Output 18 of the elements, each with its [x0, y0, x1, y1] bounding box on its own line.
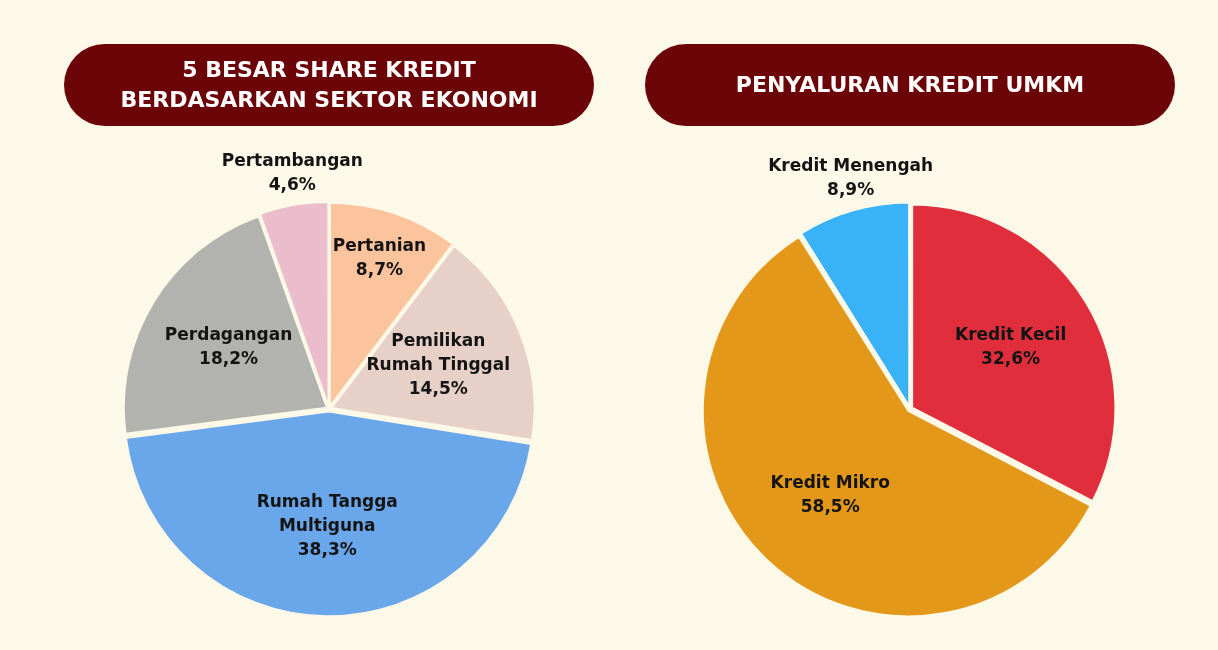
- data-label: 8,7%: [355, 259, 404, 280]
- chart-title: 5 BESAR SHARE KREDIT BERDASARKAN SEKTOR EKONOMI: [64, 44, 594, 126]
- data-label: 18,2%: [199, 347, 259, 368]
- slice-label: Pemilikan Rumah Tinggal: [366, 329, 511, 374]
- slice-label: Kredit Menengah: [768, 154, 934, 175]
- slice-label: Rumah Tangga Multiguna: [256, 491, 398, 536]
- data-label: 32,6%: [981, 348, 1041, 369]
- slice-label: Pertambangan: [221, 149, 363, 170]
- slice-label: Kredit Kecil: [954, 324, 1067, 345]
- slice-label: Perdagangan: [164, 323, 293, 344]
- data-label: 4,6%: [268, 173, 316, 194]
- data-label: 38,3%: [297, 539, 357, 560]
- chart-title: PENYALURAN KREDIT UMKM: [645, 44, 1175, 126]
- data-label: 58,5%: [800, 496, 860, 517]
- data-label: 14,5%: [408, 377, 468, 398]
- slice-label: Pertanian: [332, 235, 427, 256]
- data-label: 8,9%: [827, 178, 875, 199]
- slice-label: Kredit Mikro: [770, 472, 890, 493]
